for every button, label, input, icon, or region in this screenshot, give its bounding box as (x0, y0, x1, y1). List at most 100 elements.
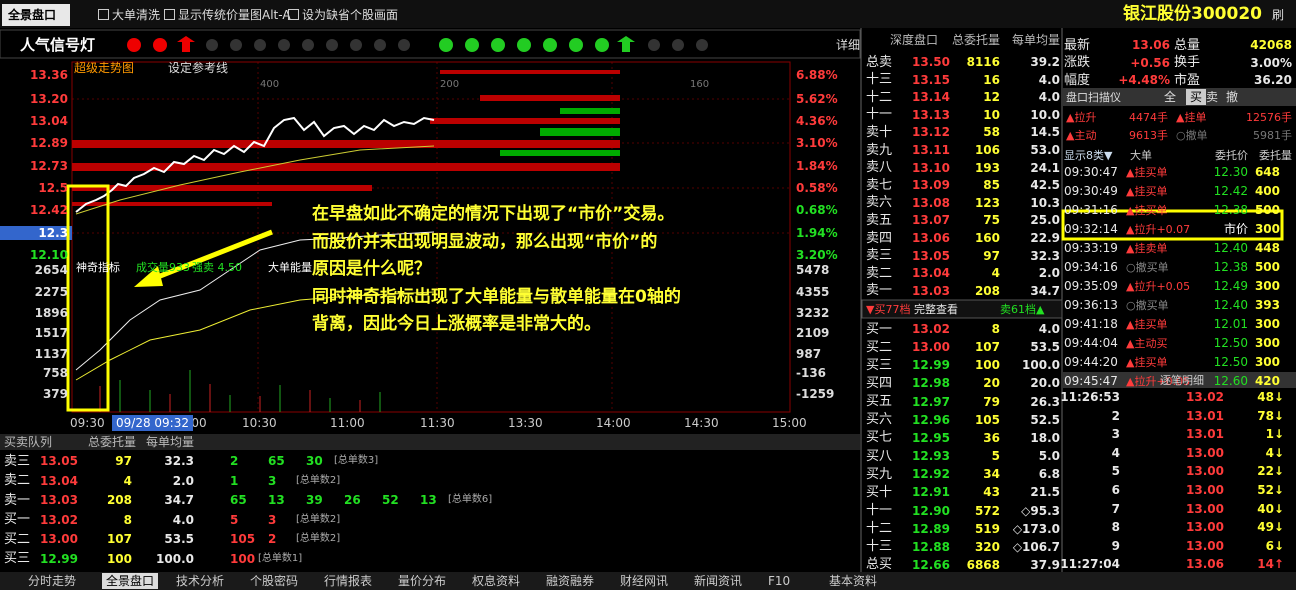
quote-label: 总量 (1174, 37, 1201, 53)
queue-count: [总单数2] (296, 474, 341, 486)
level-price: 12.92 (912, 467, 950, 482)
event-price: 12.30 (1213, 165, 1248, 179)
event-time: 09:32:14 (1064, 222, 1118, 236)
scanner-bar (1063, 88, 1296, 106)
queue-order: 105 (230, 532, 256, 546)
queue-order: 13 (268, 493, 285, 507)
queue-count: [总单数2] (296, 513, 341, 525)
tab[interactable]: 权息资料 (472, 574, 521, 588)
event-volume: 420 (1254, 374, 1280, 388)
summary-value: 4474手 (1129, 110, 1168, 124)
summary-label: ▲主动 (1066, 128, 1097, 142)
volume-bars-red (99, 384, 361, 412)
tab[interactable]: 行情报表 (324, 574, 373, 588)
pct-label: 3.20% (796, 248, 838, 262)
tab[interactable]: 个股密码 (250, 574, 299, 588)
scanner-tab[interactable]: 卖 (1206, 90, 1219, 104)
pct-label: 1.94% (796, 226, 838, 240)
scanner-tab[interactable]: 买 (1186, 89, 1207, 105)
event-type: ○撤买单 (1126, 260, 1169, 274)
queue-count: [总单数3] (334, 455, 379, 466)
level-average: 25.0 (1030, 213, 1060, 228)
queue-order: 100 (230, 551, 256, 566)
level-price: 13.50 (912, 55, 950, 69)
level-volume: 107 (974, 340, 1000, 355)
level-price: 13.06 (912, 231, 950, 245)
level-price: 13.05 (912, 248, 950, 263)
level-label: 十三 (866, 539, 893, 555)
tick-time: 11:26:53 (1060, 390, 1120, 404)
volume-label: 1517 (34, 326, 68, 340)
event-volume: 648 (1254, 165, 1280, 179)
scanner-tab[interactable]: 撤 (1226, 90, 1239, 104)
scanner-tab[interactable]: 全 (1164, 90, 1177, 104)
tab[interactable]: 量价分布 (398, 574, 447, 588)
event-price: 12.42 (1213, 184, 1248, 198)
row-highlight (1061, 209, 1284, 241)
level-volume: 8 (991, 322, 1000, 336)
event-type: ○撤买单 (1126, 298, 1169, 312)
queue-order: 26 (344, 493, 361, 507)
level-average: 5.0 (1038, 449, 1060, 464)
volume-label: 2654 (34, 263, 68, 277)
event-type: ▲挂买单 (1126, 184, 1168, 198)
scanner-title: 盘口扫描仪 (1066, 90, 1121, 104)
queue-order: 39 (306, 493, 323, 507)
event-volume: 400 (1254, 184, 1280, 198)
option-label[interactable]: 设为缺省个股画面 (302, 8, 399, 22)
indicator-label: 神奇指标 (76, 260, 120, 274)
option-label[interactable]: 大单清洗 (112, 8, 161, 22)
tab[interactable]: 融资融券 (546, 574, 595, 588)
profile-green (500, 108, 620, 156)
tick-time: 11:27:04 (1060, 557, 1120, 572)
depth-toggle[interactable]: 完整查看 (914, 302, 958, 316)
tab-bg (2, 4, 70, 26)
tab[interactable]: 分时走势 (28, 574, 77, 588)
depth-toggle[interactable]: ▼买77档 (866, 302, 911, 316)
event-time: 09:34:16 (1064, 260, 1118, 274)
event-price: 12.60 (1213, 374, 1248, 388)
level-label: 卖六 (866, 195, 893, 211)
detail-link[interactable]: 详细 (836, 38, 861, 52)
level-volume: 5 (991, 449, 1000, 464)
level-volume: 208 (974, 283, 1000, 298)
tab[interactable]: 全景盘口 (8, 8, 57, 22)
level-price: 12.88 (912, 539, 950, 554)
queue-volume: 107 (106, 532, 132, 546)
level-price: 12.99 (912, 358, 950, 373)
tab[interactable]: 财经网讯 (620, 574, 669, 588)
price-label: 12.42 (30, 203, 68, 217)
checkbox[interactable] (164, 9, 175, 20)
checkbox[interactable] (98, 9, 109, 20)
tab[interactable]: 基本资料 (829, 574, 878, 588)
tab[interactable]: 全景盘口 (102, 573, 159, 589)
refresh-button[interactable]: 刷 (1272, 8, 1285, 22)
tick-time: 6 (1111, 483, 1120, 497)
level-price: 13.03 (912, 283, 950, 298)
annotation-text: 而股价并未出现明显波动，那么出现“市价”的 (312, 231, 658, 252)
price-label: 13.36 (30, 68, 68, 82)
tick-volume: 22↓ (1257, 464, 1284, 479)
reference-button[interactable]: 设定参考线 (168, 61, 229, 75)
level-price: 12.66 (912, 557, 950, 572)
level-average: 32.3 (1030, 248, 1060, 263)
tab[interactable]: 新闻资讯 (694, 574, 743, 588)
price-label: 12.10 (30, 248, 68, 262)
depth-toggle[interactable]: 卖61档▲ (1000, 302, 1045, 316)
level-average: 24.1 (1030, 160, 1060, 175)
tab[interactable]: F10 (768, 574, 791, 588)
level-price: 13.02 (912, 322, 950, 336)
queue-average: 2.0 (172, 473, 194, 488)
queue-order: 2 (268, 532, 277, 546)
quote-value: 3.00% (1250, 55, 1292, 70)
tab[interactable]: 技术分析 (176, 574, 225, 588)
tick-price: 13.00 (1186, 501, 1224, 516)
level-price: 12.91 (912, 485, 950, 500)
volume-bars (119, 370, 381, 412)
level-average: 52.5 (1030, 412, 1060, 427)
tick-volume: 6↓ (1265, 538, 1284, 553)
option-label[interactable]: 显示传统价量图Alt-A (178, 8, 291, 22)
checkbox[interactable] (288, 9, 299, 20)
level-label: 十一 (866, 107, 893, 123)
